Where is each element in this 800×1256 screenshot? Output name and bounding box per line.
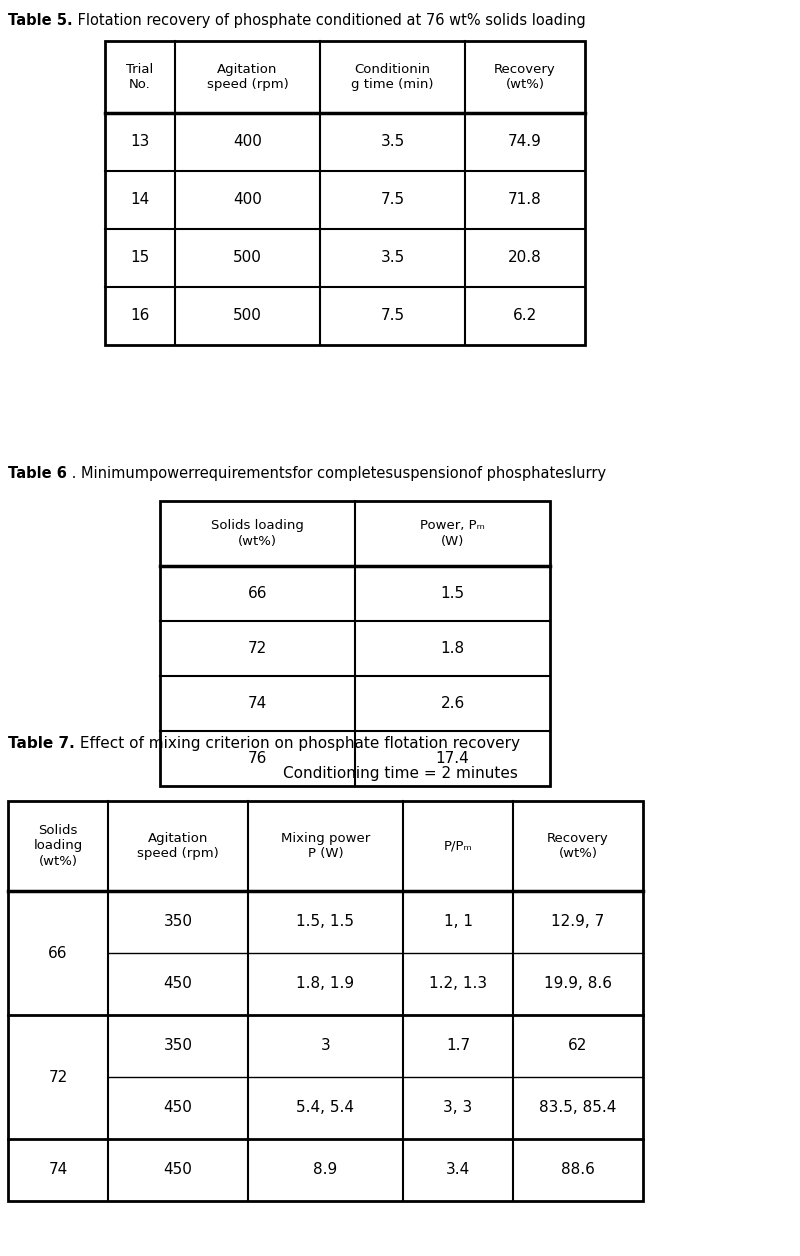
Text: 12.9, 7: 12.9, 7 bbox=[551, 914, 605, 929]
Text: Trial
No.: Trial No. bbox=[126, 63, 154, 90]
Text: Flotation recovery of phosphate conditioned at 76 wt% solids loading: Flotation recovery of phosphate conditio… bbox=[73, 13, 586, 28]
Text: 20.8: 20.8 bbox=[508, 250, 542, 265]
Text: Effect of mixing criterion on phosphate flotation recovery: Effect of mixing criterion on phosphate … bbox=[74, 736, 520, 751]
Text: 3.4: 3.4 bbox=[446, 1163, 470, 1178]
Text: 72: 72 bbox=[248, 641, 267, 656]
Text: 2.6: 2.6 bbox=[440, 696, 465, 711]
Text: 1.2, 1.3: 1.2, 1.3 bbox=[429, 976, 487, 991]
Text: 74: 74 bbox=[48, 1163, 68, 1178]
Text: Solids
loading
(wt%): Solids loading (wt%) bbox=[34, 824, 82, 868]
Text: Recovery
(wt%): Recovery (wt%) bbox=[494, 63, 556, 90]
Text: 1, 1: 1, 1 bbox=[443, 914, 473, 929]
Text: 1.7: 1.7 bbox=[446, 1039, 470, 1054]
Text: 500: 500 bbox=[233, 309, 262, 324]
Text: 350: 350 bbox=[163, 914, 193, 929]
Text: 450: 450 bbox=[163, 976, 193, 991]
Text: Solids loading
(wt%): Solids loading (wt%) bbox=[211, 520, 304, 548]
Text: 3.5: 3.5 bbox=[380, 134, 405, 149]
Text: 7.5: 7.5 bbox=[381, 192, 405, 207]
Text: 3: 3 bbox=[321, 1039, 330, 1054]
Text: Recovery
(wt%): Recovery (wt%) bbox=[547, 831, 609, 860]
Text: 66: 66 bbox=[48, 946, 68, 961]
Text: Table 6: Table 6 bbox=[8, 466, 67, 481]
Text: Agitation
speed (rpm): Agitation speed (rpm) bbox=[206, 63, 288, 90]
Bar bbox=[160, 501, 550, 786]
Text: 7.5: 7.5 bbox=[381, 309, 405, 324]
Text: P/Pₘ: P/Pₘ bbox=[444, 839, 472, 853]
Text: 400: 400 bbox=[233, 192, 262, 207]
Text: 1.8, 1.9: 1.8, 1.9 bbox=[297, 976, 354, 991]
Text: Table 7.: Table 7. bbox=[8, 736, 74, 751]
Text: 74: 74 bbox=[248, 696, 267, 711]
Text: 83.5, 85.4: 83.5, 85.4 bbox=[539, 1100, 617, 1115]
Text: 1.8: 1.8 bbox=[441, 641, 465, 656]
Text: 16: 16 bbox=[130, 309, 150, 324]
Text: 500: 500 bbox=[233, 250, 262, 265]
Text: Agitation
speed (rpm): Agitation speed (rpm) bbox=[137, 831, 219, 860]
Text: 1.5, 1.5: 1.5, 1.5 bbox=[297, 914, 354, 929]
Text: Table 5.: Table 5. bbox=[8, 13, 73, 28]
Text: 71.8: 71.8 bbox=[508, 192, 542, 207]
Bar bbox=[8, 801, 643, 1201]
Text: 5.4, 5.4: 5.4, 5.4 bbox=[297, 1100, 354, 1115]
Text: 14: 14 bbox=[130, 192, 150, 207]
Text: 3, 3: 3, 3 bbox=[443, 1100, 473, 1115]
Text: 450: 450 bbox=[163, 1163, 193, 1178]
Text: 17.4: 17.4 bbox=[436, 751, 470, 766]
Text: 8.9: 8.9 bbox=[314, 1163, 338, 1178]
Text: . Minimumpowerrequirementsfor completesuspensionof phosphateslurry: . Minimumpowerrequirementsfor completesu… bbox=[67, 466, 606, 481]
Text: 400: 400 bbox=[233, 134, 262, 149]
Text: 13: 13 bbox=[130, 134, 150, 149]
Text: 62: 62 bbox=[568, 1039, 588, 1054]
Text: 3.5: 3.5 bbox=[380, 250, 405, 265]
Text: Conditionin
g time (min): Conditionin g time (min) bbox=[351, 63, 434, 90]
Text: Conditioning time = 2 minutes: Conditioning time = 2 minutes bbox=[282, 766, 518, 781]
Text: 74.9: 74.9 bbox=[508, 134, 542, 149]
Text: 76: 76 bbox=[248, 751, 267, 766]
Text: 88.6: 88.6 bbox=[561, 1163, 595, 1178]
Text: 72: 72 bbox=[48, 1070, 68, 1084]
Text: Mixing power
P (W): Mixing power P (W) bbox=[281, 831, 370, 860]
Text: 450: 450 bbox=[163, 1100, 193, 1115]
Bar bbox=[105, 41, 585, 345]
Text: 350: 350 bbox=[163, 1039, 193, 1054]
Text: 1.5: 1.5 bbox=[441, 587, 465, 602]
Text: 19.9, 8.6: 19.9, 8.6 bbox=[544, 976, 612, 991]
Text: 6.2: 6.2 bbox=[513, 309, 537, 324]
Text: Power, Pₘ
(W): Power, Pₘ (W) bbox=[420, 520, 485, 548]
Text: 15: 15 bbox=[130, 250, 150, 265]
Text: 66: 66 bbox=[248, 587, 267, 602]
